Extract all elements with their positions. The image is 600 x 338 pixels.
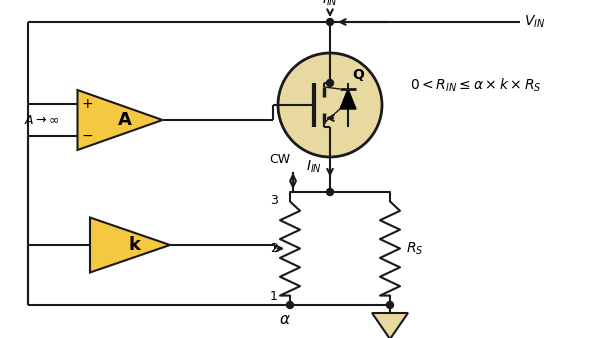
Text: $A \rightarrow \infty$: $A \rightarrow \infty$ — [24, 114, 59, 126]
Text: $\alpha$: $\alpha$ — [279, 312, 291, 327]
Text: $I_{IN}$: $I_{IN}$ — [306, 158, 322, 175]
Text: CW: CW — [269, 153, 290, 166]
Polygon shape — [90, 217, 170, 272]
Text: −: − — [82, 129, 94, 143]
Text: A: A — [118, 111, 132, 129]
Ellipse shape — [278, 53, 382, 157]
Polygon shape — [372, 313, 408, 338]
Text: +: + — [82, 97, 94, 111]
Text: $R_S$: $R_S$ — [406, 240, 424, 257]
Text: Q: Q — [352, 68, 364, 82]
Text: $I_{IN}$: $I_{IN}$ — [322, 0, 338, 8]
Polygon shape — [340, 89, 356, 109]
Text: $V_{IN}$: $V_{IN}$ — [524, 14, 545, 30]
Circle shape — [326, 79, 334, 87]
Text: 2: 2 — [270, 242, 278, 255]
Text: $0 < R_{IN} \leq \alpha \times k \times R_S$: $0 < R_{IN} \leq \alpha \times k \times … — [410, 76, 542, 94]
Circle shape — [326, 19, 334, 25]
Text: 3: 3 — [270, 193, 278, 207]
Polygon shape — [77, 90, 163, 150]
Text: 1: 1 — [270, 290, 278, 304]
Circle shape — [386, 301, 394, 309]
Circle shape — [287, 301, 293, 309]
Circle shape — [326, 189, 334, 195]
Text: k: k — [129, 236, 141, 254]
